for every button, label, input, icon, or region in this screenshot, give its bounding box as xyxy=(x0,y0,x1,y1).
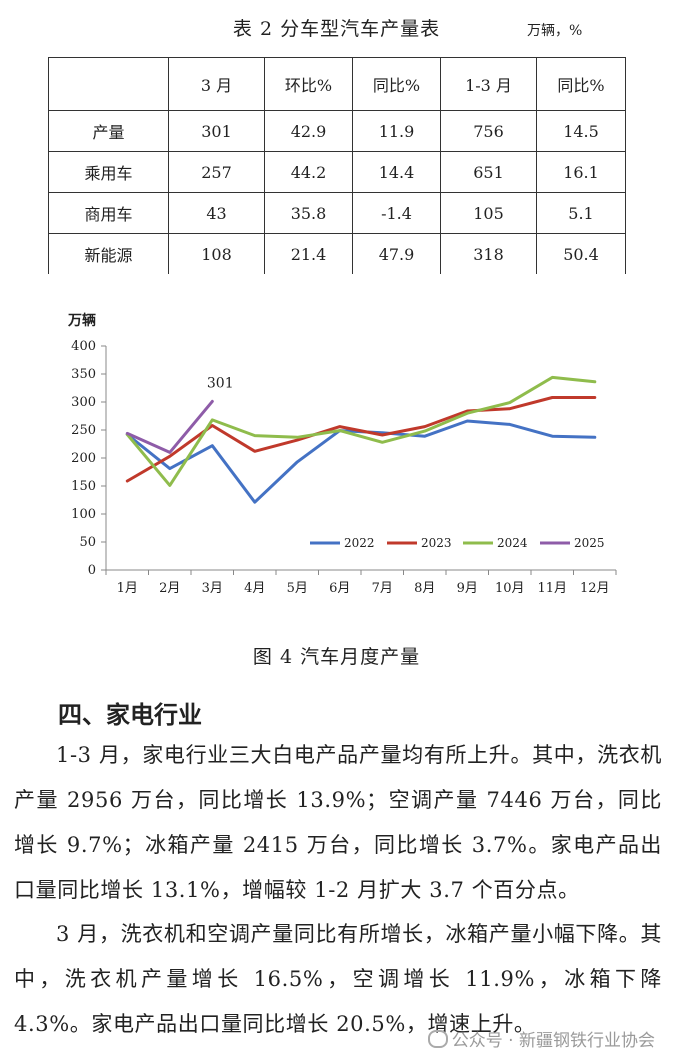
table-header-cell: 同比% xyxy=(352,57,441,111)
table-cell: 商用车 xyxy=(48,192,169,234)
x-tick-label: 10月 xyxy=(495,581,525,596)
paragraph-1: 1-3 月，家电行业三大白电产品产量均有所上升。其中，洗衣机产量 2956 万台… xyxy=(14,743,662,902)
watermark: 公众号 · 新疆钢铁行业协会 xyxy=(427,1026,655,1051)
table-row: 商用车 43 35.8 -1.4 105 5.1 xyxy=(48,192,626,234)
y-tick-label: 300 xyxy=(71,395,96,410)
table-cell: 35.8 xyxy=(264,192,353,234)
table-cell: 44.2 xyxy=(264,151,353,193)
table-cell: 16.1 xyxy=(536,151,626,193)
table-cell: 14.4 xyxy=(352,151,441,193)
y-tick-label: 50 xyxy=(79,535,96,550)
y-tick-label: 0 xyxy=(88,563,96,578)
table-header-cell: 环比% xyxy=(264,57,353,111)
table-cell: 257 xyxy=(168,151,265,193)
x-tick-label: 11月 xyxy=(537,581,567,596)
figure-caption: 图 4 汽车月度产量 xyxy=(252,646,421,668)
x-tick-label: 5月 xyxy=(287,581,308,596)
watermark-text: 公众号 · 新疆钢铁行业协会 xyxy=(451,1031,655,1051)
y-tick-label: 200 xyxy=(71,451,96,466)
table-row: 乘用车 257 44.2 14.4 651 16.1 xyxy=(48,151,626,193)
x-tick-label: 3月 xyxy=(202,581,223,596)
x-tick-label: 7月 xyxy=(372,581,393,596)
y-tick-label: 350 xyxy=(71,367,96,382)
table-row: 新能源 108 21.4 47.9 318 50.4 xyxy=(48,233,626,274)
table-cell: 14.5 xyxy=(536,110,626,152)
table-cell: 乘用车 xyxy=(48,151,169,193)
table-cell: 产量 xyxy=(48,110,169,152)
table-cell: 301 xyxy=(168,110,265,152)
table-caption: 表 2 分车型汽车产量表 xyxy=(232,18,441,40)
table-unit-label: 万辆，% xyxy=(527,23,583,39)
table-header-cell: 3 月 xyxy=(168,57,265,111)
table-cell: 108 xyxy=(168,233,265,274)
legend-label-2023: 2023 xyxy=(421,536,452,550)
table-cell: -1.4 xyxy=(352,192,441,234)
table-cell: 50.4 xyxy=(536,233,626,274)
y-tick-label: 150 xyxy=(71,479,96,494)
table-row: 产量 301 42.9 11.9 756 14.5 xyxy=(48,110,626,152)
y-tick-label: 250 xyxy=(71,423,96,438)
monthly-output-chart: 万辆 0 50 100 150 200 250 300 350 400 1月 2月 3月 4月 5月 6月 7月… xyxy=(67,312,617,596)
y-tick-label: 400 xyxy=(71,339,96,354)
y-axis-label: 万辆 xyxy=(67,312,96,329)
legend-label-2025: 2025 xyxy=(574,536,605,550)
x-tick-label: 1月 xyxy=(117,581,138,596)
table-cell: 11.9 xyxy=(352,110,441,152)
table-header-row: 3 月环比% 同比% 1-3 月同比% xyxy=(48,57,626,111)
table-cell: 105 xyxy=(440,192,537,234)
table-header-cell: 同比% xyxy=(536,57,626,111)
series-line-2024 xyxy=(125,375,597,487)
legend-label-2024: 2024 xyxy=(497,536,528,550)
x-tick-label: 4月 xyxy=(244,581,265,596)
table-cell: 5.1 xyxy=(536,192,626,234)
data-label-301: 301 xyxy=(207,375,234,391)
wechat-icon xyxy=(427,1030,448,1048)
x-tick-label: 2月 xyxy=(159,581,180,596)
table-cell: 756 xyxy=(440,110,537,152)
series-line-2022 xyxy=(125,419,597,504)
series-line-2023 xyxy=(125,396,597,483)
table-cell: 新能源 xyxy=(48,233,169,274)
paragraph-2: 3 月，洗衣机和空调产量同比有所增长，冰箱产量小幅下降。其中，洗衣机产量增长 1… xyxy=(14,922,662,1036)
x-tick-label: 12月 xyxy=(580,581,610,596)
x-tick-label: 6月 xyxy=(329,581,350,596)
x-tick-label: 9月 xyxy=(457,581,478,596)
table-header-cell xyxy=(48,57,169,111)
y-tick-label: 100 xyxy=(71,507,96,522)
table-header-cell: 1-3 月 xyxy=(440,57,537,111)
series-line-2025 xyxy=(125,399,214,454)
table-cell: 43 xyxy=(168,192,265,234)
section-heading: 四、家电行业 xyxy=(58,701,202,729)
table-cell: 21.4 xyxy=(264,233,353,274)
table-cell: 47.9 xyxy=(352,233,441,274)
x-tick-label: 8月 xyxy=(414,581,435,596)
legend-label-2022: 2022 xyxy=(344,536,375,550)
production-table: 3 月环比% 同比% 1-3 月同比% 产量 301 42.9 11.9 756 14.5 乘用车… xyxy=(48,57,626,274)
table-cell: 318 xyxy=(440,233,537,274)
table-cell: 42.9 xyxy=(264,110,353,152)
table-cell: 651 xyxy=(440,151,537,193)
